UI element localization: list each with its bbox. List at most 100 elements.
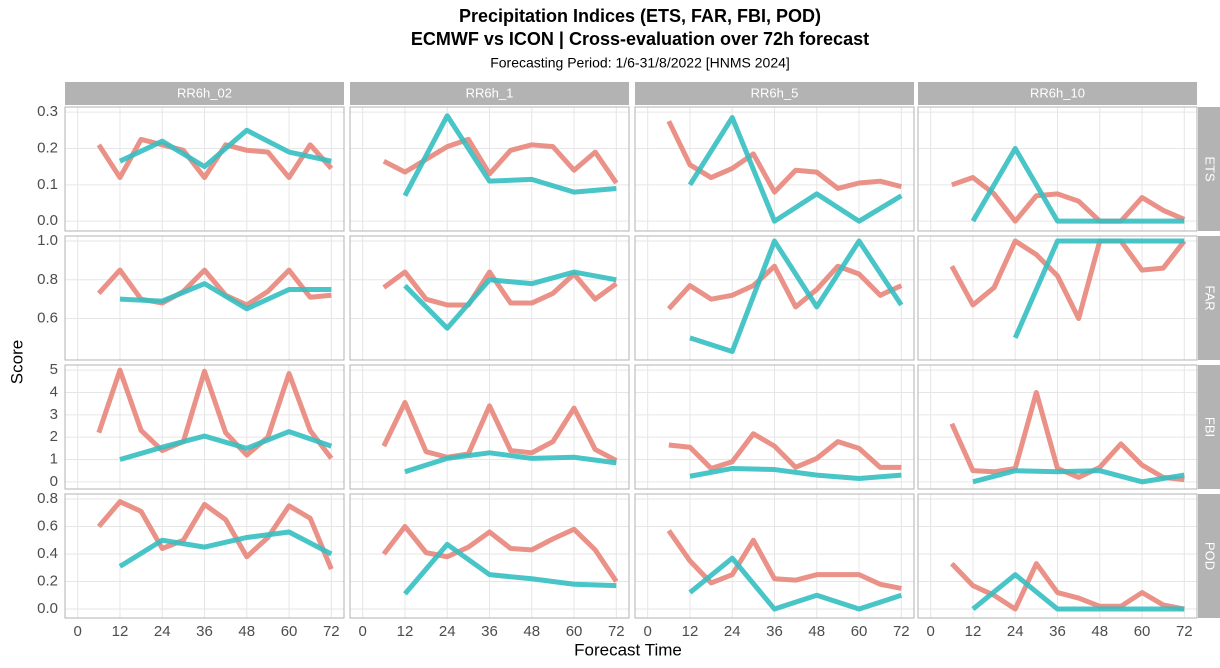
y-tick-label: 0.2 (37, 572, 58, 589)
panel-border (917, 235, 1198, 361)
strip-label: RR6h_10 (1030, 85, 1085, 100)
line (96, 499, 334, 571)
x-tick-label: 48 (808, 623, 825, 640)
panel (634, 364, 915, 490)
panel (64, 235, 345, 361)
x-tick-label: 72 (323, 623, 340, 640)
x-tick-label: 48 (523, 623, 540, 640)
y-tick-label: 2 (50, 428, 58, 445)
y-tick-label: 0.8 (37, 271, 58, 288)
panel-border (349, 106, 630, 232)
line (972, 468, 1185, 485)
y-tick-label: 0.3 (37, 103, 58, 120)
panel-border (634, 364, 915, 490)
panel-border (917, 106, 1198, 232)
panel-border (349, 364, 630, 490)
strip (1198, 236, 1220, 360)
strip (1198, 365, 1220, 489)
panel-border (349, 493, 630, 619)
y-tick-label: 0.6 (37, 517, 58, 534)
strip-label: RR6h_1 (466, 85, 514, 100)
line (1012, 238, 1185, 339)
panel-border (917, 493, 1198, 619)
y-tick-label: 0.0 (37, 600, 58, 617)
line (118, 529, 333, 569)
strip (1198, 494, 1220, 618)
y-tick-label: 4 (50, 383, 58, 400)
x-tick-label: 72 (1176, 623, 1193, 640)
strip (65, 82, 344, 105)
x-tick-label: 36 (481, 623, 498, 640)
x-tick-label: 12 (682, 623, 699, 640)
panel (349, 364, 630, 490)
panel (64, 493, 345, 619)
x-tick-label: 24 (724, 623, 741, 640)
y-tick-label: 0.1 (37, 176, 58, 193)
line (666, 263, 903, 311)
x-tick-label: 36 (766, 623, 783, 640)
x-tick-label: 72 (893, 623, 910, 640)
x-tick-label: 60 (1134, 623, 1151, 640)
panel-border (634, 235, 915, 361)
x-tick-label: 12 (397, 623, 414, 640)
y-tick-label: 0 (50, 473, 58, 490)
line (96, 136, 334, 181)
x-tick-label: 12 (965, 623, 982, 640)
x-tick-label: 72 (608, 623, 625, 640)
line (689, 238, 904, 354)
x-tick-label: 60 (851, 623, 868, 640)
panel-border (64, 493, 345, 619)
panel (349, 493, 630, 619)
panel (349, 106, 630, 232)
line (687, 115, 903, 224)
panel-border (64, 106, 345, 232)
y-tick-label: 0.6 (37, 310, 58, 327)
x-tick-label: 0 (644, 623, 652, 640)
x-tick-label: 36 (1049, 623, 1066, 640)
y-tick-label: 0.0 (37, 212, 58, 229)
line (403, 541, 617, 596)
strip-label: RR6h_02 (177, 85, 232, 100)
x-tick-label: 48 (238, 623, 255, 640)
x-tick-label: 24 (154, 623, 171, 640)
chart-title: ECMWF vs ICON | Cross-evaluation over 72… (411, 29, 869, 49)
x-tick-label: 48 (1091, 623, 1108, 640)
line (381, 523, 619, 583)
line (970, 145, 1185, 224)
line (971, 572, 1185, 612)
strip (350, 82, 629, 105)
panel (917, 364, 1198, 490)
x-tick-label: 0 (74, 623, 82, 640)
panel (634, 106, 915, 232)
x-tick-label: 36 (196, 623, 213, 640)
panel-border (64, 235, 345, 361)
panel-border (634, 493, 915, 619)
line (404, 450, 617, 475)
panel-border (64, 364, 345, 490)
strip (1198, 107, 1220, 231)
line (96, 267, 332, 308)
x-tick-label: 24 (1007, 623, 1024, 640)
y-tick-label: 0.2 (37, 139, 58, 156)
x-tick-label: 0 (927, 623, 935, 640)
panel (917, 493, 1198, 619)
y-tick-label: 1 (50, 450, 58, 467)
x-axis-label: Forecast Time (574, 640, 682, 659)
strip (635, 82, 914, 105)
line (689, 465, 902, 481)
line (402, 113, 617, 197)
line (118, 127, 332, 170)
x-tick-label: 24 (439, 623, 456, 640)
strip-label: ETS (1203, 156, 1218, 182)
panel-border (349, 235, 630, 361)
panel (917, 235, 1198, 361)
panel (349, 235, 630, 361)
strip-label: FBI (1203, 417, 1218, 437)
line (119, 281, 332, 312)
y-axis-label: Score (7, 340, 26, 384)
chart-title: Precipitation Indices (ETS, FAR, FBI, PO… (459, 6, 821, 26)
y-tick-label: 5 (50, 361, 58, 378)
x-tick-label: 60 (281, 623, 298, 640)
